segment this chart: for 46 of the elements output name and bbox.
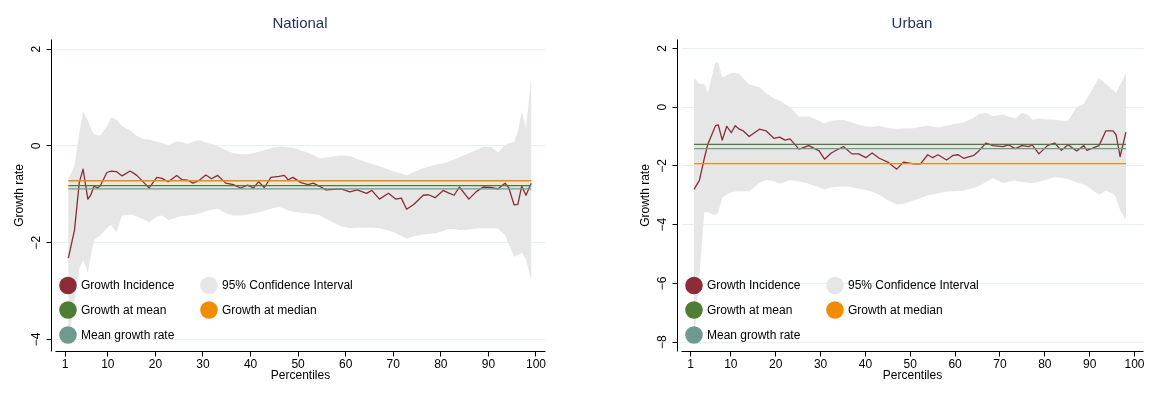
legend-label: Growth Incidence (707, 278, 801, 293)
x-tick-label: 100 (1124, 356, 1145, 371)
x-tick-label: 30 (196, 356, 210, 371)
x-tick-label: 20 (769, 356, 783, 371)
y-tick-label: −2 (28, 235, 43, 250)
x-tick-label: 10 (724, 356, 738, 371)
y-tick-label: −6 (654, 276, 669, 291)
x-tick-label: 80 (434, 356, 448, 371)
y-tick-label: −4 (28, 332, 43, 347)
x-tick-label: 70 (386, 356, 401, 371)
x-tick-label: 30 (813, 356, 828, 371)
legend-label: Mean growth rate (707, 328, 801, 342)
x-tick-label: 80 (1038, 356, 1052, 371)
x-tick-label: 70 (993, 356, 1007, 371)
x-tick-label: 60 (948, 356, 963, 371)
legend-label: 95% Confidence Interval (848, 278, 979, 293)
x-tick-label: 100 (525, 356, 547, 371)
line-series (693, 124, 1127, 191)
y-tick-label: −4 (654, 217, 669, 232)
y-axis-title: Growth rate (11, 163, 26, 227)
line-series (67, 168, 532, 259)
legend-label: Growth Incidence (81, 278, 175, 293)
legend-label: Growth at mean (81, 303, 167, 317)
x-tick-label: 40 (243, 356, 258, 371)
x-tick-label: 90 (1083, 356, 1097, 371)
chart-title: Urban (891, 14, 933, 31)
y-tick-label: 2 (654, 44, 669, 52)
legend-label: Mean growth rate (81, 328, 175, 342)
y-tick-label: 2 (28, 45, 43, 53)
y-tick-label: −2 (654, 158, 669, 173)
x-tick-label: 10 (101, 356, 115, 371)
y-tick-label: 0 (28, 142, 43, 150)
x-tick-label: 90 (481, 356, 496, 371)
legend-label: 95% Confidence Interval (222, 278, 353, 293)
x-tick-label: 1 (61, 356, 69, 371)
legend-label: Growth at median (848, 303, 943, 317)
x-tick-label: 20 (148, 356, 163, 371)
x-tick-label: 40 (858, 356, 873, 371)
x-tick-label: 60 (339, 356, 353, 371)
legend-label: Growth at mean (707, 303, 793, 317)
legend-label: Growth at median (222, 303, 317, 317)
y-axis-title: Growth rate (637, 163, 652, 227)
y-tick-label: −8 (654, 334, 669, 349)
x-tick-label: 1 (687, 356, 695, 371)
y-tick-label: 0 (654, 103, 669, 111)
chart-title: National (272, 14, 328, 31)
